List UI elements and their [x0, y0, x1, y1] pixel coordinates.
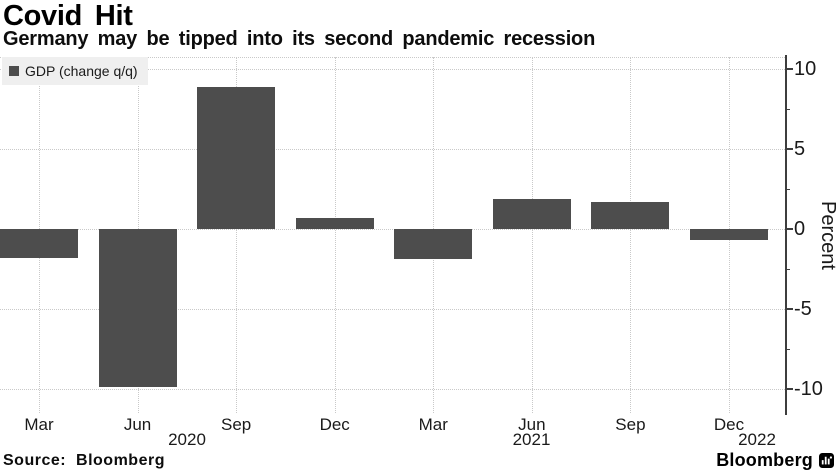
- y-tick: [785, 388, 793, 390]
- y-tick: [785, 68, 793, 70]
- y-minor-tick: [785, 109, 790, 110]
- x-tick-label: Dec: [319, 415, 350, 434]
- chart-title: Covid Hit: [3, 0, 133, 32]
- y-axis-line: [785, 55, 787, 415]
- gridline-v: [531, 57, 533, 413]
- x-tick-label: Jun: [518, 415, 546, 434]
- x-tick-label: Mar: [24, 415, 54, 434]
- y-tick-label: 5: [794, 138, 806, 160]
- gridline-v: [236, 57, 238, 413]
- y-minor-tick: [785, 189, 790, 190]
- x-tick-label: Jun: [123, 415, 152, 434]
- x-tick-label: Sep: [221, 415, 252, 434]
- x-tick-label: Dec: [713, 415, 745, 434]
- gridline-h: [0, 149, 785, 150]
- year-label: 2022: [738, 430, 776, 449]
- y-tick-label: -10: [794, 378, 823, 400]
- bar: [0, 229, 78, 258]
- y-tick: [785, 308, 793, 310]
- y-tick: [785, 228, 793, 230]
- bloomberg-terminal-icon: [819, 453, 834, 468]
- bloomberg-wordmark: Bloomberg: [716, 450, 813, 470]
- y-minor-tick: [785, 349, 790, 350]
- legend-label: GDP (change q/q): [25, 63, 138, 79]
- plot-top-border: [0, 57, 785, 58]
- y-tick-label: 10: [794, 58, 817, 80]
- gridline-h: [0, 229, 785, 230]
- gridline-v: [630, 57, 632, 413]
- bar: [98, 229, 177, 388]
- bar: [394, 229, 473, 260]
- bar: [197, 86, 276, 229]
- source-note: Source: Bloomberg: [3, 452, 165, 469]
- y-tick-label: -5: [794, 298, 812, 320]
- bar: [492, 198, 571, 229]
- bar: [690, 229, 768, 241]
- y-minor-tick: [785, 269, 790, 270]
- x-tick-label: Mar: [418, 415, 448, 434]
- gridline-h: [0, 309, 785, 310]
- year-label: 2021: [512, 430, 551, 449]
- bar: [591, 201, 670, 229]
- legend-marker-icon: [9, 66, 19, 76]
- legend: GDP (change q/q): [2, 57, 148, 85]
- bar: [295, 217, 374, 229]
- y-tick: [785, 148, 793, 150]
- chart-subtitle: Germany may be tipped into its second pa…: [3, 28, 596, 50]
- gridline-v: [334, 57, 336, 413]
- x-tick-label: Sep: [615, 415, 646, 434]
- y-tick-label: 0: [794, 218, 806, 240]
- year-label: 2020: [168, 430, 206, 449]
- gridline-h: [0, 389, 785, 390]
- gridline-h: [0, 69, 785, 70]
- bloomberg-brand: Bloomberg: [716, 450, 834, 471]
- y-axis-title: Percent: [817, 200, 839, 270]
